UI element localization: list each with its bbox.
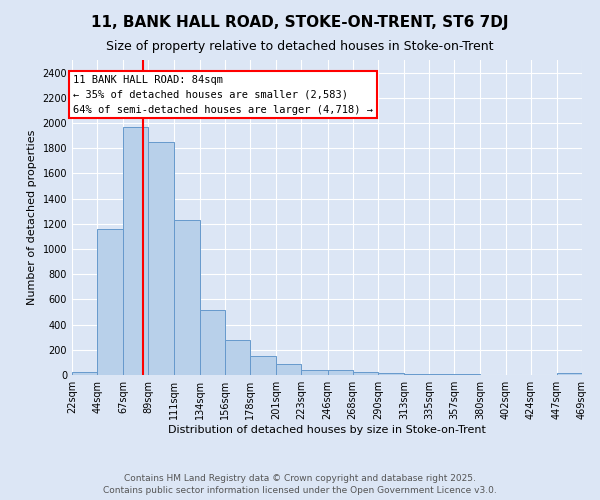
Bar [173,220,200,375]
Text: 11, BANK HALL ROAD, STOKE-ON-TRENT, ST6 7DJ: 11, BANK HALL ROAD, STOKE-ON-TRENT, ST6 … [91,15,509,30]
Bar [378,373,404,375]
Bar [557,373,582,375]
Bar [328,370,353,375]
Y-axis label: Number of detached properties: Number of detached properties [27,130,37,305]
Bar [353,372,378,375]
Bar [124,127,148,375]
Bar [148,142,173,375]
Bar [454,374,481,375]
Bar [301,370,328,375]
Bar [404,374,429,375]
Text: Size of property relative to detached houses in Stoke-on-Trent: Size of property relative to detached ho… [106,40,494,53]
Bar [72,372,97,375]
Text: 11 BANK HALL ROAD: 84sqm
← 35% of detached houses are smaller (2,583)
64% of sem: 11 BANK HALL ROAD: 84sqm ← 35% of detach… [73,75,373,114]
Bar [276,364,301,375]
Bar [429,374,454,375]
X-axis label: Distribution of detached houses by size in Stoke-on-Trent: Distribution of detached houses by size … [168,425,486,435]
Text: Contains HM Land Registry data © Crown copyright and database right 2025.
Contai: Contains HM Land Registry data © Crown c… [103,474,497,495]
Bar [225,340,250,375]
Bar [200,310,225,375]
Bar [97,229,124,375]
Bar [250,356,276,375]
